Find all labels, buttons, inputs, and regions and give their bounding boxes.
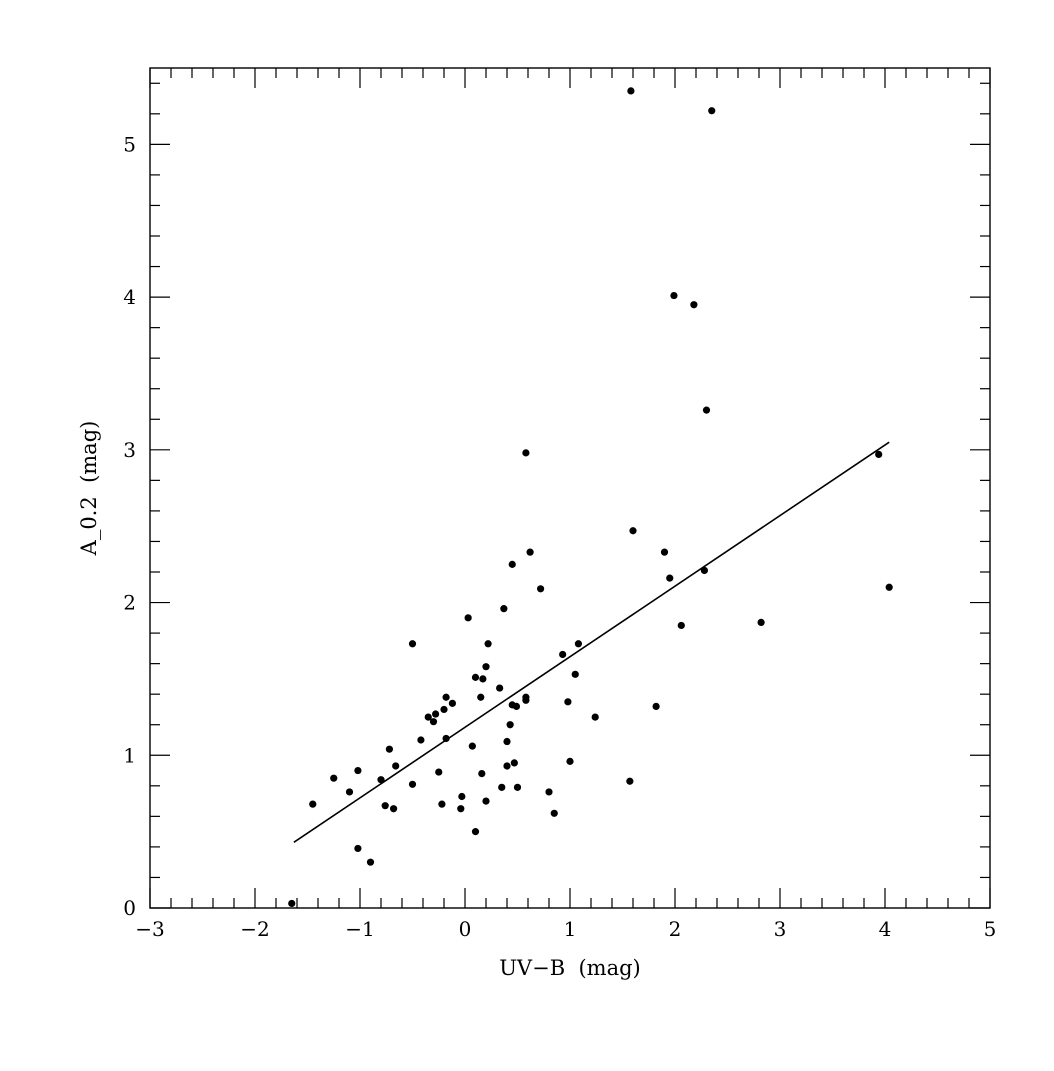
data-point	[660, 548, 669, 556]
y-tick-label: 0	[123, 896, 136, 920]
data-point	[550, 809, 558, 817]
data-point	[503, 737, 511, 746]
y-tick-label: 5	[123, 132, 136, 156]
data-point	[522, 449, 530, 457]
data-point	[309, 800, 317, 808]
data-point	[438, 800, 446, 808]
data-point	[702, 406, 711, 414]
data-point	[381, 802, 389, 810]
x-tick-label: 1	[564, 917, 577, 941]
data-point	[545, 788, 553, 796]
data-point	[652, 702, 660, 711]
data-point	[448, 699, 456, 707]
minor-ticks	[150, 68, 990, 908]
y-tick-label: 1	[123, 743, 136, 767]
x-tick-label: −2	[240, 917, 269, 941]
data-point	[875, 450, 883, 458]
data-point	[479, 675, 487, 683]
data-point	[564, 698, 572, 706]
data-point	[629, 527, 637, 535]
data-point	[526, 548, 534, 556]
x-axis-label: UV−B (mag)	[499, 956, 641, 980]
data-point	[385, 745, 393, 753]
y-tick-labels: 0 1 2 3 4 5	[123, 132, 136, 920]
data-point	[432, 710, 440, 718]
data-point	[508, 560, 516, 568]
data-point	[442, 693, 450, 701]
data-point	[468, 742, 476, 750]
data-point	[408, 640, 417, 648]
data-point	[503, 762, 511, 770]
data-point	[478, 770, 486, 778]
data-point	[354, 766, 362, 775]
data-point	[377, 776, 385, 784]
data-point	[885, 583, 893, 591]
y-tick-label: 2	[123, 591, 136, 615]
data-point	[442, 734, 450, 743]
data-point	[559, 650, 567, 659]
y-axis-label: A_0.2 (mag)	[77, 421, 101, 557]
fit-line	[293, 441, 890, 843]
data-point	[700, 566, 709, 575]
x-tick-labels: −3 −2 −1 0 1 2 3 4 5	[135, 917, 996, 941]
data-point	[482, 797, 490, 805]
data-point	[708, 107, 716, 115]
y-tick-label: 4	[123, 285, 136, 309]
x-tick-label: 2	[669, 917, 682, 941]
data-point	[457, 805, 465, 813]
data-point	[484, 640, 492, 648]
x-tick-label: 3	[774, 917, 787, 941]
x-tick-label: 5	[984, 917, 997, 941]
y-tick-label: 3	[123, 438, 136, 462]
data-point	[571, 670, 579, 678]
data-point	[498, 783, 506, 791]
data-point	[591, 713, 599, 721]
data-point	[512, 702, 521, 711]
data-point	[477, 693, 485, 701]
x-tick-label: 4	[879, 917, 892, 941]
data-point	[510, 759, 518, 767]
data-point	[482, 663, 490, 671]
data-points	[288, 87, 893, 908]
data-point	[330, 774, 338, 782]
data-point	[677, 621, 685, 630]
data-point	[627, 87, 635, 95]
data-point	[408, 780, 417, 788]
data-point	[496, 684, 504, 692]
data-point	[424, 713, 432, 721]
data-point	[288, 899, 296, 908]
data-point	[670, 291, 678, 300]
data-point	[566, 757, 574, 765]
x-tick-label: −3	[135, 917, 164, 941]
data-point	[506, 721, 514, 729]
data-point	[537, 585, 545, 593]
data-point	[471, 673, 480, 681]
x-tick-label: 0	[459, 917, 472, 941]
data-point	[435, 768, 443, 776]
data-point	[666, 574, 674, 582]
x-tick-label: −1	[345, 917, 374, 941]
data-point	[574, 640, 583, 648]
data-point	[366, 858, 375, 866]
data-point	[513, 783, 522, 791]
data-point	[392, 762, 400, 770]
data-point	[464, 614, 472, 622]
data-point	[757, 618, 765, 627]
data-point	[522, 693, 530, 701]
data-point	[690, 301, 698, 309]
plot-frame	[149, 67, 991, 909]
data-point	[429, 718, 438, 726]
data-point	[626, 777, 634, 785]
data-point	[390, 805, 398, 813]
data-point	[417, 736, 425, 744]
data-point	[345, 788, 354, 796]
data-point	[500, 605, 508, 613]
data-point	[440, 705, 448, 714]
data-point	[458, 792, 466, 801]
data-point	[471, 828, 480, 836]
data-point	[354, 844, 362, 853]
major-ticks	[149, 68, 991, 909]
